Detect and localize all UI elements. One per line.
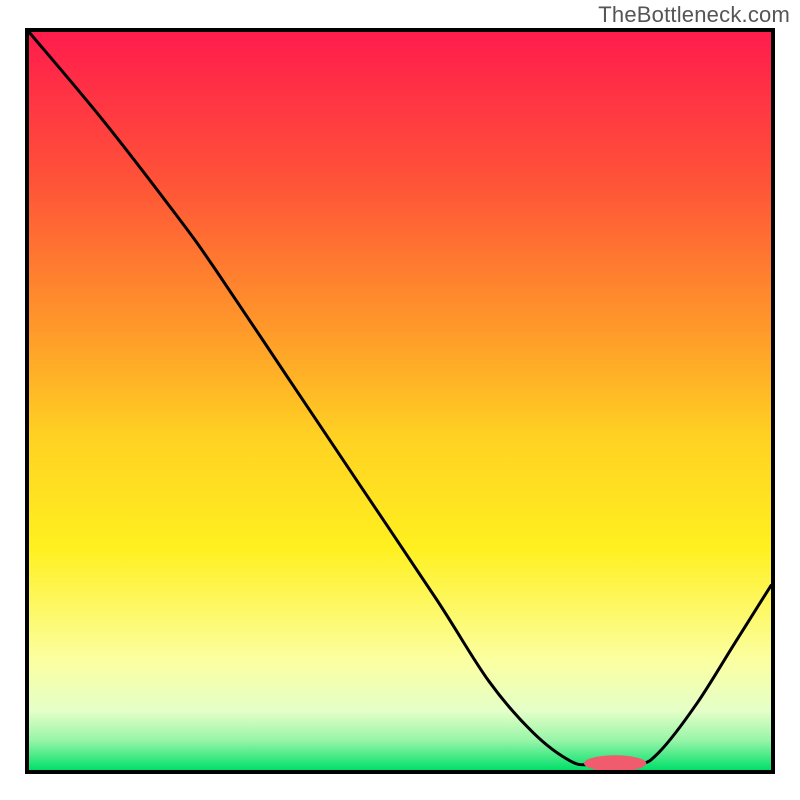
plot-background xyxy=(29,32,771,770)
chart-frame: TheBottleneck.com xyxy=(0,0,800,800)
plot-svg xyxy=(29,32,771,770)
plot-border xyxy=(25,28,775,774)
watermark-text: TheBottleneck.com xyxy=(598,2,790,28)
